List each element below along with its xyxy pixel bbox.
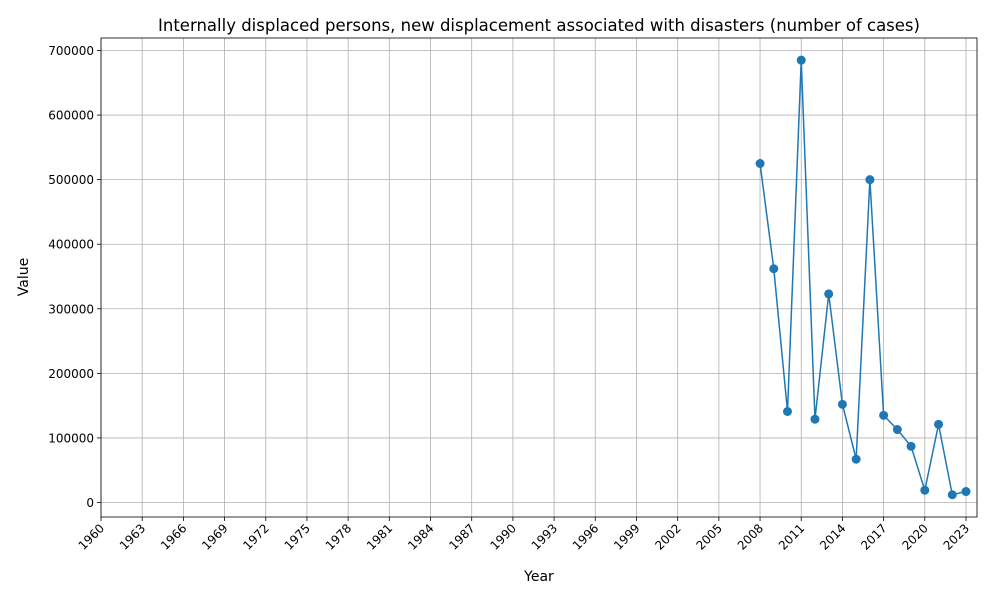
x-axis-title: Year (523, 569, 554, 585)
y-tick-label: 600000 (48, 109, 94, 123)
y-axis-title: Value (16, 258, 32, 296)
plot-frame (100, 37, 978, 518)
series-layer (755, 55, 971, 500)
y-tick-label: 300000 (48, 302, 94, 316)
axes (97, 37, 978, 521)
y-tick-label: 500000 (48, 173, 94, 187)
data-point (920, 485, 930, 495)
data-point (755, 159, 765, 168)
y-tick-label: 100000 (48, 431, 94, 445)
data-point (934, 419, 944, 429)
y-tick-label: 700000 (48, 44, 94, 58)
y-tick-label: 0 (86, 496, 94, 510)
y-tick-label: 200000 (48, 367, 94, 381)
data-point (783, 406, 793, 416)
y-tick-label: 400000 (48, 238, 94, 252)
data-point (851, 454, 861, 464)
data-point (947, 490, 957, 500)
data-point (892, 425, 902, 435)
data-point (796, 55, 806, 65)
data-point (824, 289, 834, 299)
data-point (810, 414, 820, 424)
data-point (961, 487, 971, 497)
data-point (837, 399, 847, 409)
data-point (879, 410, 889, 420)
series-line (759, 60, 967, 496)
data-point (769, 264, 779, 274)
data-point (865, 175, 875, 185)
grid-lines (100, 38, 977, 517)
chart-title: Internally displaced persons, new displa… (158, 16, 920, 35)
data-point (906, 441, 916, 451)
